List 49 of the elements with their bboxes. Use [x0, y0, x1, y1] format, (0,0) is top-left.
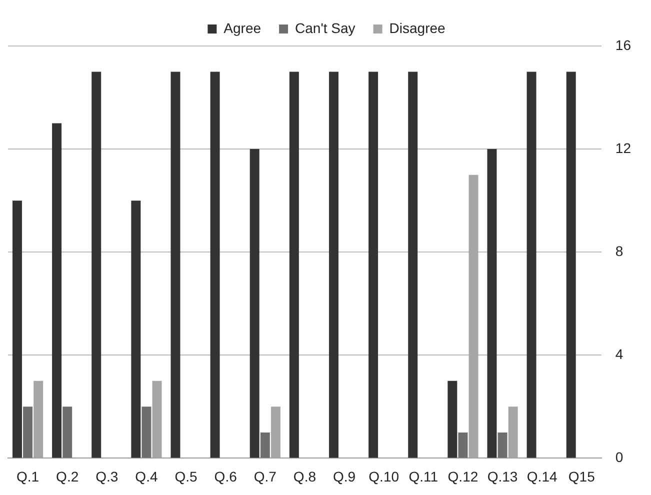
bar — [250, 149, 260, 458]
bar — [52, 123, 62, 458]
bar — [566, 72, 576, 458]
x-tick-label: Q.2 — [56, 468, 79, 484]
x-tick-label: Q.8 — [293, 468, 316, 484]
bar — [289, 72, 299, 458]
bar — [487, 149, 497, 458]
bar — [408, 72, 418, 458]
bar — [368, 72, 378, 458]
bar — [12, 200, 22, 458]
x-tick-label: Q.1 — [16, 468, 40, 484]
bar — [270, 406, 280, 458]
bar — [508, 406, 518, 458]
bar — [131, 200, 141, 458]
x-tick-label: Q.11 — [408, 468, 438, 484]
x-tick-label: Q.9 — [332, 468, 356, 484]
bar — [498, 432, 508, 458]
x-tick-label: Q.13 — [487, 468, 518, 484]
x-tick-label: Q15 — [568, 468, 596, 484]
x-tick-label: Q.3 — [96, 468, 118, 484]
y-tick-label: 4 — [615, 346, 624, 362]
bar — [210, 72, 220, 458]
y-tick-label: 12 — [615, 140, 632, 156]
y-tick-label: 16 — [615, 36, 632, 53]
bar — [458, 432, 468, 458]
legend-label: Agree — [224, 20, 262, 36]
x-tick-label: Q.14 — [526, 468, 558, 484]
bar — [260, 432, 270, 458]
x-tick-label: Q.12 — [448, 468, 478, 484]
bar — [468, 174, 478, 458]
y-tick-label: 0 — [615, 449, 624, 466]
bar — [448, 380, 458, 458]
y-tick-label: 8 — [615, 242, 624, 259]
x-tick-label: Q.10 — [368, 468, 400, 484]
x-tick-label: Q.5 — [174, 468, 198, 484]
bar — [34, 380, 44, 458]
bar — [328, 72, 338, 458]
x-tick-label: Q.4 — [135, 468, 158, 484]
x-tick-label: Q.7 — [254, 468, 277, 484]
bar — [526, 72, 536, 458]
legend-label: Disagree — [389, 20, 446, 36]
bar — [62, 406, 72, 458]
bar — [142, 406, 152, 458]
bar — [92, 72, 102, 458]
legend-label: Can't Say — [295, 20, 356, 36]
bar — [23, 406, 33, 458]
bar — [170, 72, 180, 458]
bar — [152, 380, 162, 458]
x-tick-label: Q.6 — [214, 468, 238, 484]
